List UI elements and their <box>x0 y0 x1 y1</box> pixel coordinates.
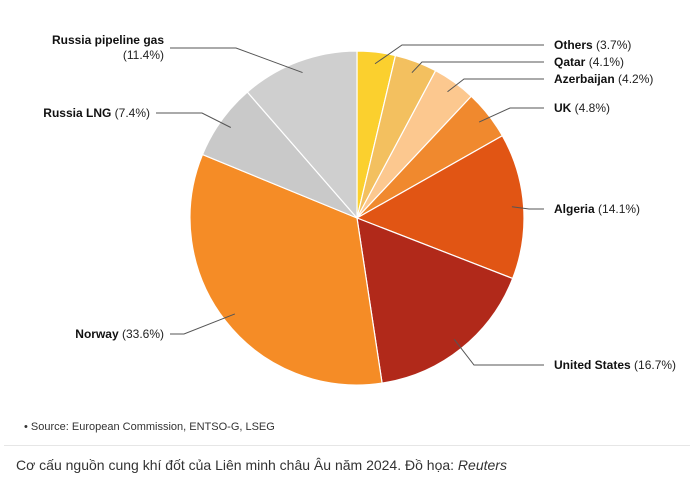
pie-slice-algeria <box>355 134 525 280</box>
slice-label-percent: (4.1%) <box>585 55 624 69</box>
slice-label-name: UK <box>554 101 572 115</box>
caption-text: Cơ cấu nguồn cung khí đốt của Liên minh … <box>16 457 458 473</box>
leader-line-russia-pipeline-gas <box>170 47 303 74</box>
leader-line-norway <box>170 313 236 335</box>
slice-label-percent: (14.1%) <box>595 202 640 216</box>
slice-label-percent: (11.4%) <box>123 48 164 62</box>
pie-chart: Others (3.7%) Qatar (4.1%) Azerbaijan (4.2… <box>43 33 676 386</box>
slice-label-name: Algeria <box>554 202 595 216</box>
slice-label-percent: (33.6%) <box>119 327 164 341</box>
leader-lines <box>156 44 544 366</box>
pie-slice-norway <box>189 153 383 386</box>
source-note: • Source: European Commission, ENTSO-G, … <box>24 421 275 433</box>
slice-label-name: Qatar <box>554 55 586 69</box>
slice-label-uk: UK (4.8%) <box>554 101 610 115</box>
slice-label-percent: (3.7%) <box>593 38 632 52</box>
leader-line-azerbaijan <box>447 78 544 93</box>
slice-label-name: Norway <box>75 327 119 341</box>
leader-line-algeria <box>511 206 544 210</box>
leader-line-qatar <box>411 61 544 74</box>
slice-label-norway: Norway (33.6%) <box>75 327 164 341</box>
slice-label-united-states: United States (16.7%) <box>554 358 676 372</box>
slice-labels: Others (3.7%) Qatar (4.1%) Azerbaijan (4.2… <box>43 33 676 372</box>
slice-label-others: Others (3.7%) <box>554 38 631 52</box>
pie-slice-russia-pipeline-gas <box>246 50 358 220</box>
slice-label-percent: (7.4%) <box>111 106 150 120</box>
slice-label-percent: (4.2%) <box>615 72 654 86</box>
slice-label-algeria: Algeria (14.1%) <box>554 202 640 216</box>
slice-label-russia-lng: Russia LNG (7.4%) <box>43 106 150 120</box>
pie-slices <box>189 50 525 386</box>
chart-figure: Others (3.7%) Qatar (4.1%) Azerbaijan (4.2… <box>4 0 690 446</box>
leader-line-others <box>374 44 544 65</box>
image-caption: Cơ cấu nguồn cung khí đốt của Liên minh … <box>16 457 507 473</box>
slice-label-percent: (16.7%) <box>631 358 676 372</box>
slice-label-russia-pipeline-gas: Russia pipeline gas (11.4%) <box>52 33 164 62</box>
slice-label-name: United States <box>554 358 631 372</box>
slice-label-qatar: Qatar (4.1%) <box>554 55 624 69</box>
caption-credit: Reuters <box>457 457 507 473</box>
leader-line-uk <box>478 107 544 123</box>
slice-label-percent: (4.8%) <box>571 101 610 115</box>
leader-line-united-states <box>453 338 544 366</box>
slice-label-name: Russia LNG <box>43 106 111 120</box>
slice-label-name: Others <box>554 38 593 52</box>
slice-label-name: Azerbaijan <box>554 72 615 86</box>
slice-label-name: Russia pipeline gas <box>52 33 164 47</box>
slice-label-azerbaijan: Azerbaijan (4.2%) <box>554 72 653 86</box>
leader-line-russia-lng <box>156 112 232 128</box>
